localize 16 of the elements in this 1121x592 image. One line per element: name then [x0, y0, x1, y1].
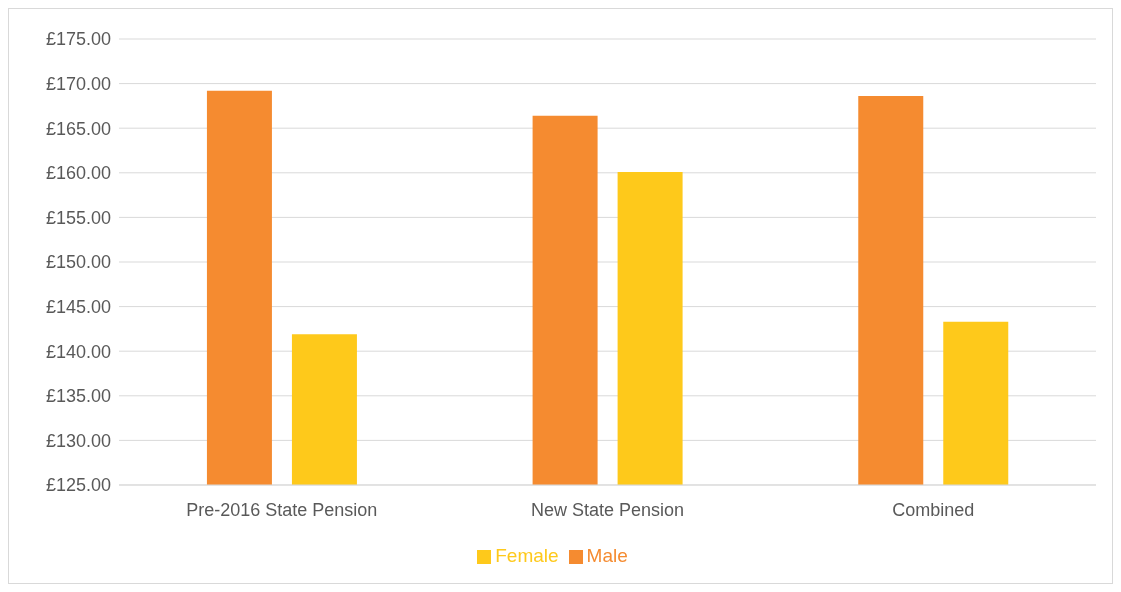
y-tick-label: £125.00	[45, 475, 111, 496]
y-tick-label: £165.00	[45, 118, 111, 139]
y-tick-label: £160.00	[45, 163, 111, 184]
x-tick-label: Combined	[892, 499, 975, 520]
y-tick-label: £175.00	[45, 29, 111, 50]
legend-label: Female	[495, 545, 559, 566]
y-tick-label: £155.00	[45, 207, 111, 228]
x-tick-label: Pre-2016 State Pension	[186, 499, 378, 520]
x-tick-label: New State Pension	[530, 499, 685, 520]
legend-label: Male	[586, 545, 628, 566]
y-tick-label: £150.00	[45, 252, 111, 273]
y-tick-label: £170.00	[45, 73, 111, 94]
y-tick-label: £145.00	[45, 296, 111, 317]
y-tick-label: £140.00	[45, 341, 111, 362]
y-tick-label: £135.00	[45, 386, 111, 407]
y-tick-label: £130.00	[45, 430, 111, 451]
